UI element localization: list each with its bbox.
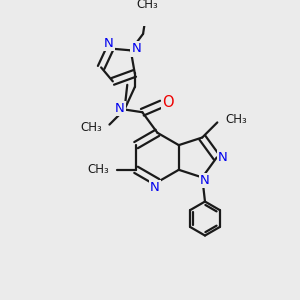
Text: CH₃: CH₃ xyxy=(226,113,247,126)
Text: N: N xyxy=(131,43,141,56)
Text: N: N xyxy=(115,102,124,115)
Text: CH₃: CH₃ xyxy=(136,0,158,11)
Text: N: N xyxy=(150,181,160,194)
Text: CH₃: CH₃ xyxy=(87,163,109,176)
Text: N: N xyxy=(104,37,113,50)
Text: O: O xyxy=(162,95,173,110)
Text: N: N xyxy=(200,174,210,187)
Text: N: N xyxy=(218,151,228,164)
Text: CH₃: CH₃ xyxy=(80,121,102,134)
